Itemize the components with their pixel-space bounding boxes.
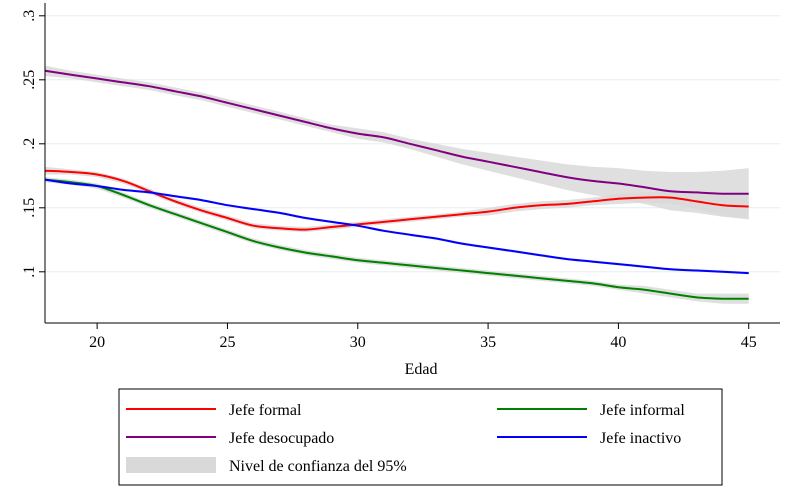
series-lines bbox=[44, 69, 749, 300]
legend-label-3: Jefe inactivo bbox=[600, 430, 681, 447]
x-tick-label-0: 20 bbox=[89, 334, 105, 351]
series-line-1 bbox=[44, 178, 749, 300]
y-tick-label-1: .15 bbox=[21, 198, 38, 218]
x-tick-label-4: 40 bbox=[610, 334, 626, 351]
ci-band-2 bbox=[45, 65, 749, 220]
y-tick-label-3: .25 bbox=[21, 70, 38, 90]
x-tick-label-5: 45 bbox=[741, 334, 757, 351]
legend-swatch-4 bbox=[126, 457, 216, 473]
legend-label-2: Jefe desocupado bbox=[229, 430, 334, 447]
legend-label-1: Jefe informal bbox=[600, 402, 685, 419]
legend-box bbox=[118, 388, 723, 486]
axes: .1 .15 .2 .25 .3 20 25 30 35 40 45 bbox=[21, 3, 780, 351]
y-tick-label-4: .3 bbox=[21, 10, 38, 22]
legend: Jefe formal Jefe informal Jefe desocupado J… bbox=[118, 388, 723, 486]
confidence-bands bbox=[45, 65, 749, 304]
y-tick-label-0: .1 bbox=[21, 266, 38, 278]
series-line-3 bbox=[44, 178, 749, 275]
y-tick-label-2: .2 bbox=[21, 138, 38, 150]
legend-label-0: Jefe formal bbox=[229, 402, 302, 419]
x-tick-label-2: 30 bbox=[350, 334, 366, 351]
legend-label-4: Nivel de confianza del 95% bbox=[229, 458, 407, 475]
x-tick-label-1: 25 bbox=[219, 334, 235, 351]
x-axis-title: Edad bbox=[405, 361, 438, 378]
series-line-2 bbox=[44, 69, 749, 195]
series-line-0 bbox=[44, 169, 749, 231]
x-tick-label-3: 35 bbox=[480, 334, 496, 351]
